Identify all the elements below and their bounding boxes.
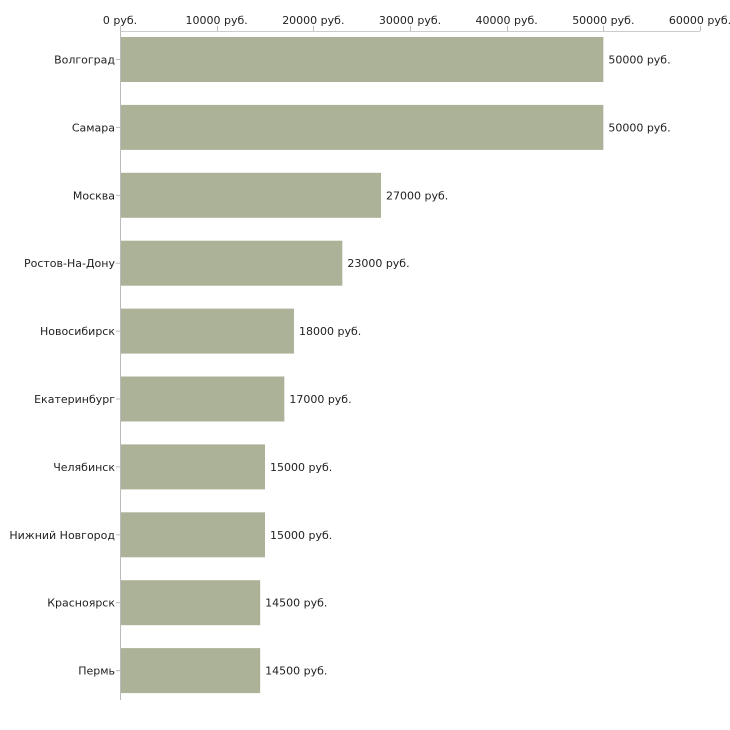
bar [121, 37, 604, 82]
x-tick-label: 20000 руб. [282, 14, 344, 27]
x-tick-label: 40000 руб. [476, 14, 538, 27]
category-label: Ростов-На-Дону [24, 257, 115, 270]
x-tick-label: 30000 руб. [379, 14, 441, 27]
bar [121, 648, 261, 694]
x-tick-label: 0 руб. [103, 14, 137, 27]
x-tick-label: 10000 руб. [186, 14, 248, 27]
category-label: Екатеринбург [34, 393, 115, 406]
category-label: Пермь [78, 665, 115, 678]
bar [121, 512, 265, 558]
bar [121, 240, 343, 286]
bar [121, 376, 285, 422]
category-label: Нижний Новгород [9, 529, 115, 542]
bar [121, 444, 265, 490]
bar [121, 104, 604, 150]
value-label: 15000 руб. [270, 529, 332, 542]
category-label: Волгоград [54, 54, 115, 67]
x-tick-label: 60000 руб. [669, 14, 730, 27]
category-label: Красноярск [47, 597, 115, 610]
value-label: 17000 руб. [289, 393, 351, 406]
bar [121, 172, 381, 218]
value-label: 50000 руб. [608, 54, 670, 67]
value-label: 23000 руб. [347, 257, 409, 270]
x-tick-label: 50000 руб. [572, 14, 634, 27]
value-label: 27000 руб. [386, 189, 448, 202]
value-label: 50000 руб. [608, 121, 670, 134]
value-label: 14500 руб. [265, 665, 327, 678]
category-label: Новосибирск [40, 325, 115, 338]
value-label: 14500 руб. [265, 597, 327, 610]
bar [121, 580, 261, 626]
category-label: Москва [73, 189, 115, 202]
value-label: 18000 руб. [299, 325, 361, 338]
category-label: Челябинск [53, 461, 115, 474]
category-label: Самара [72, 121, 115, 134]
bar [121, 308, 294, 354]
value-label: 15000 руб. [270, 461, 332, 474]
